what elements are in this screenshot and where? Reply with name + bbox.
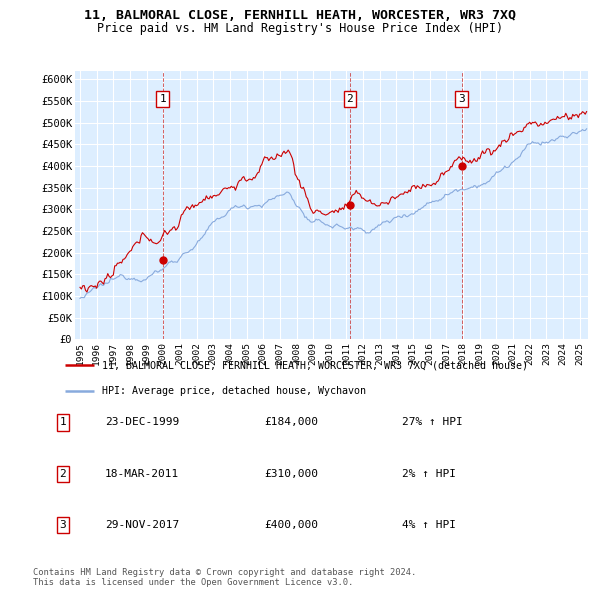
Text: 1: 1 — [160, 94, 166, 104]
Text: 1: 1 — [59, 418, 67, 427]
Text: 3: 3 — [458, 94, 465, 104]
Text: 3: 3 — [59, 520, 67, 530]
Text: 2: 2 — [59, 469, 67, 478]
Text: 11, BALMORAL CLOSE, FERNHILL HEATH, WORCESTER, WR3 7XQ: 11, BALMORAL CLOSE, FERNHILL HEATH, WORC… — [84, 9, 516, 22]
Text: 18-MAR-2011: 18-MAR-2011 — [105, 469, 179, 478]
Text: £400,000: £400,000 — [264, 520, 318, 530]
Text: Price paid vs. HM Land Registry's House Price Index (HPI): Price paid vs. HM Land Registry's House … — [97, 22, 503, 35]
Text: 11, BALMORAL CLOSE, FERNHILL HEATH, WORCESTER, WR3 7XQ (detached house): 11, BALMORAL CLOSE, FERNHILL HEATH, WORC… — [101, 360, 527, 370]
Text: 23-DEC-1999: 23-DEC-1999 — [105, 418, 179, 427]
Text: 4% ↑ HPI: 4% ↑ HPI — [402, 520, 456, 530]
Text: Contains HM Land Registry data © Crown copyright and database right 2024.
This d: Contains HM Land Registry data © Crown c… — [33, 568, 416, 587]
Text: £310,000: £310,000 — [264, 469, 318, 478]
Text: 29-NOV-2017: 29-NOV-2017 — [105, 520, 179, 530]
Text: £184,000: £184,000 — [264, 418, 318, 427]
Text: 27% ↑ HPI: 27% ↑ HPI — [402, 418, 463, 427]
Text: 2: 2 — [347, 94, 353, 104]
Text: HPI: Average price, detached house, Wychavon: HPI: Average price, detached house, Wych… — [101, 386, 365, 395]
Text: 2% ↑ HPI: 2% ↑ HPI — [402, 469, 456, 478]
